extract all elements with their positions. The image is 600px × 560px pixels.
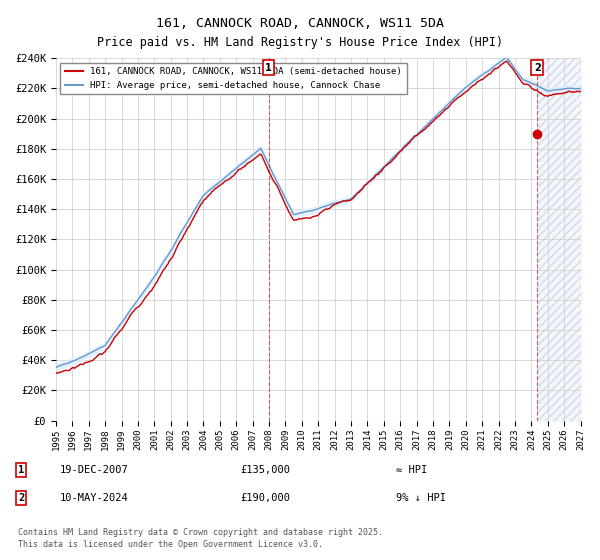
Text: 10-MAY-2024: 10-MAY-2024 [60,493,129,503]
Text: Contains HM Land Registry data © Crown copyright and database right 2025.
This d: Contains HM Land Registry data © Crown c… [18,528,383,549]
Text: ≈ HPI: ≈ HPI [396,465,427,475]
Text: 19-DEC-2007: 19-DEC-2007 [60,465,129,475]
Text: 2: 2 [534,63,541,73]
Text: 1: 1 [265,63,272,73]
Text: 2: 2 [18,493,24,503]
Text: 1: 1 [18,465,24,475]
Text: 161, CANNOCK ROAD, CANNOCK, WS11 5DA: 161, CANNOCK ROAD, CANNOCK, WS11 5DA [156,17,444,30]
Text: £190,000: £190,000 [240,493,290,503]
Text: Price paid vs. HM Land Registry's House Price Index (HPI): Price paid vs. HM Land Registry's House … [97,36,503,49]
Text: 9% ↓ HPI: 9% ↓ HPI [396,493,446,503]
Text: £135,000: £135,000 [240,465,290,475]
Legend: 161, CANNOCK ROAD, CANNOCK, WS11 5DA (semi-detached house), HPI: Average price, : 161, CANNOCK ROAD, CANNOCK, WS11 5DA (se… [61,63,407,94]
